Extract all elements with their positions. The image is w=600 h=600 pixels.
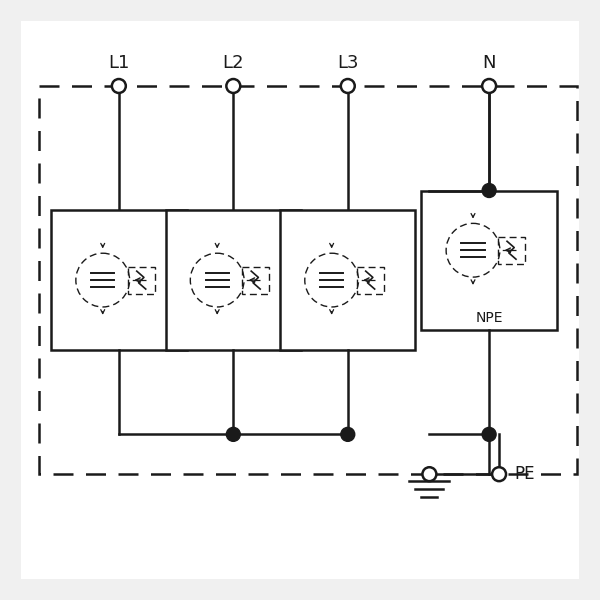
- Circle shape: [482, 184, 496, 197]
- Circle shape: [226, 79, 240, 93]
- Text: L3: L3: [337, 54, 359, 72]
- Bar: [166, 211, 301, 350]
- Bar: [357, 266, 383, 293]
- Bar: [242, 266, 269, 293]
- Bar: [51, 211, 187, 350]
- Circle shape: [482, 79, 496, 93]
- Text: L1: L1: [108, 54, 130, 72]
- Circle shape: [341, 79, 355, 93]
- Circle shape: [422, 467, 436, 481]
- Text: PE: PE: [514, 465, 535, 483]
- Text: L2: L2: [223, 54, 244, 72]
- Circle shape: [112, 79, 126, 93]
- Bar: [280, 211, 415, 350]
- Circle shape: [482, 427, 496, 442]
- Bar: [39, 86, 577, 474]
- Bar: [421, 191, 557, 330]
- Bar: [498, 237, 525, 263]
- Bar: [128, 266, 155, 293]
- Circle shape: [226, 427, 240, 442]
- Circle shape: [492, 467, 506, 481]
- Text: NPE: NPE: [475, 311, 503, 325]
- Text: N: N: [482, 54, 496, 72]
- Circle shape: [341, 427, 355, 442]
